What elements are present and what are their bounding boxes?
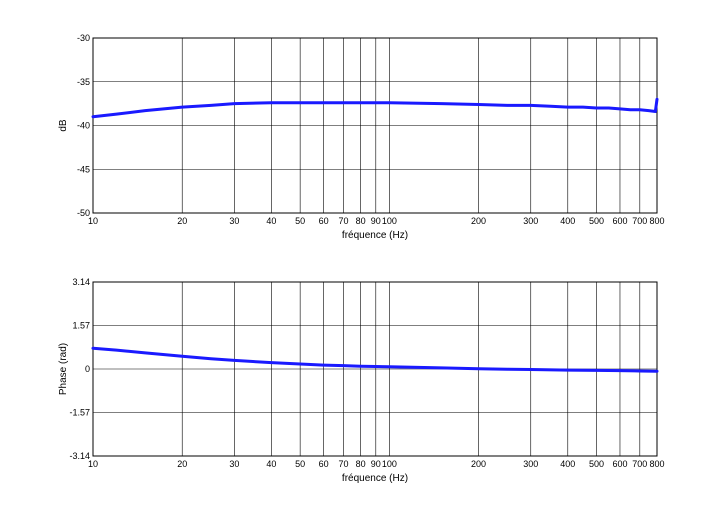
magnitude-series-line bbox=[91, 97, 659, 119]
phase-x-tick-label: 40 bbox=[266, 459, 276, 469]
magnitude-y-tick-label: -45 bbox=[77, 164, 90, 174]
magnitude-x-tick-label: 20 bbox=[177, 216, 187, 226]
magnitude-y-tick-label: -30 bbox=[77, 33, 90, 43]
phase-y-tick-label: 0 bbox=[85, 364, 90, 374]
magnitude-x-tick-label: 60 bbox=[319, 216, 329, 226]
phase-x-axis-label: fréquence (Hz) bbox=[342, 473, 408, 484]
magnitude-x-tick-label: 600 bbox=[612, 216, 627, 226]
magnitude-x-tick-label: 800 bbox=[649, 216, 664, 226]
magnitude-panel: 10 20 30 40 50 60 70 80 90 100 200 300 400 500 600 700 8… bbox=[58, 33, 665, 241]
phase-x-tick-label: 60 bbox=[319, 459, 329, 469]
magnitude-x-tick-label: 30 bbox=[229, 216, 239, 226]
phase-plot-frame bbox=[92, 281, 658, 457]
phase-y-tick-label: 3.14 bbox=[72, 277, 90, 287]
magnitude-x-tick-label: 10 bbox=[88, 216, 98, 226]
phase-x-tick-label: 80 bbox=[356, 459, 366, 469]
magnitude-y-tick-label: -50 bbox=[77, 208, 90, 218]
magnitude-x-tick-label: 200 bbox=[471, 216, 486, 226]
phase-y-tick-label: -1.57 bbox=[69, 408, 90, 418]
magnitude-x-tick-label: 90 bbox=[371, 216, 381, 226]
phase-x-tick-label: 20 bbox=[177, 459, 187, 469]
phase-x-tick-label: 300 bbox=[523, 459, 538, 469]
phase-x-tick-label: 700 bbox=[632, 459, 647, 469]
phase-x-tick-label: 70 bbox=[338, 459, 348, 469]
phase-x-tick-label: 50 bbox=[295, 459, 305, 469]
magnitude-x-axis-label: fréquence (Hz) bbox=[342, 230, 408, 241]
phase-x-tick-label: 10 bbox=[88, 459, 98, 469]
magnitude-y-tick-label: -35 bbox=[77, 77, 90, 87]
magnitude-plot-frame bbox=[92, 37, 658, 214]
phase-x-tick-label: 90 bbox=[371, 459, 381, 469]
phase-x-tick-label: 600 bbox=[612, 459, 627, 469]
phase-x-tick-label: 100 bbox=[382, 459, 397, 469]
magnitude-x-tick-label: 50 bbox=[295, 216, 305, 226]
magnitude-x-tick-label: 100 bbox=[382, 216, 397, 226]
magnitude-y-axis-label: dB bbox=[58, 119, 69, 132]
phase-x-tick-label: 30 bbox=[229, 459, 239, 469]
phase-y-tick-label: -3.14 bbox=[69, 451, 90, 461]
phase-series-line bbox=[91, 346, 659, 373]
magnitude-x-tick-label: 400 bbox=[560, 216, 575, 226]
magnitude-x-tick-label: 40 bbox=[266, 216, 276, 226]
phase-y-axis-label: Phase (rad) bbox=[58, 343, 69, 395]
magnitude-x-tick-label: 70 bbox=[338, 216, 348, 226]
phase-x-tick-label: 400 bbox=[560, 459, 575, 469]
magnitude-x-tick-label: 700 bbox=[632, 216, 647, 226]
phase-x-tick-label: 500 bbox=[589, 459, 604, 469]
phase-x-tick-label: 800 bbox=[649, 459, 664, 469]
magnitude-x-tick-label: 300 bbox=[523, 216, 538, 226]
phase-y-tick-label: 1.57 bbox=[72, 321, 90, 331]
magnitude-x-tick-label: 80 bbox=[356, 216, 366, 226]
phase-panel: 10 20 30 40 50 60 70 80 90 100 200 300 400 500 600 700 8… bbox=[58, 277, 665, 484]
magnitude-y-tick-label: -40 bbox=[77, 121, 90, 131]
magnitude-x-tick-label: 500 bbox=[589, 216, 604, 226]
phase-x-tick-label: 200 bbox=[471, 459, 486, 469]
